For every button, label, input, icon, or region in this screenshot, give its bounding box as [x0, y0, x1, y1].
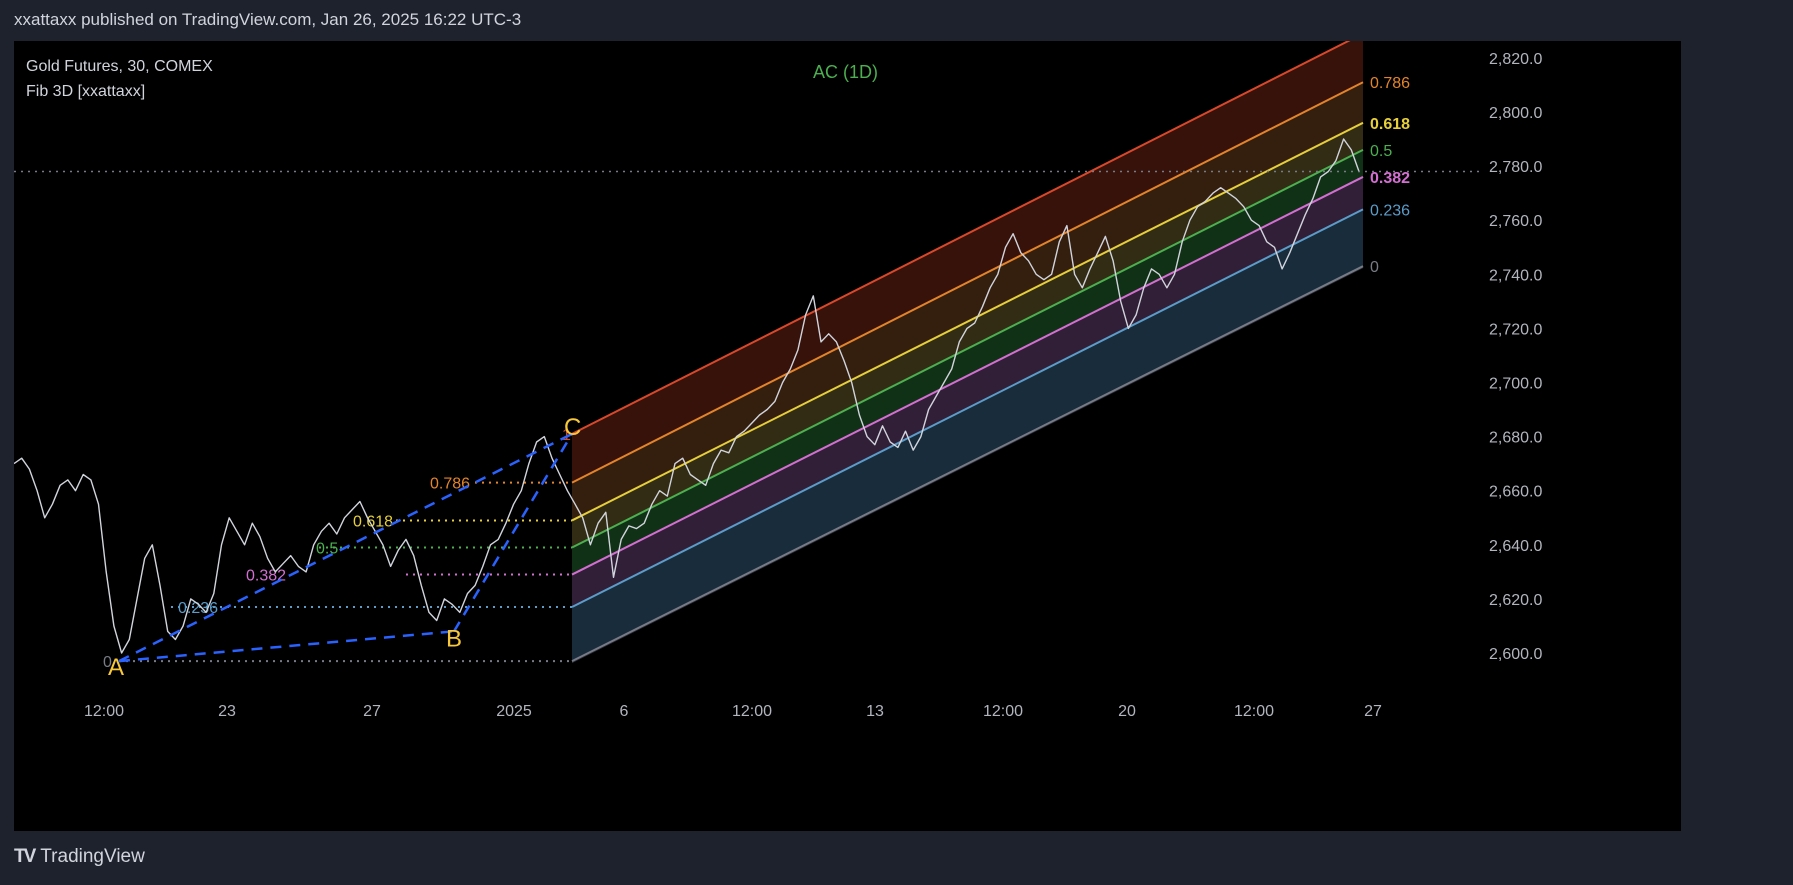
channel-line-0.236 [571, 208, 1364, 608]
retrace-label: 0 [103, 654, 112, 671]
symbol-title[interactable]: Gold Futures, 30, COMEX [26, 58, 213, 75]
channel-level-label: 1 [1370, 41, 1379, 44]
chart-canvas[interactable]: 0 0.236 0.382 0.5 0.618 0.786 1 0 0.236 0.382 0.5… [14, 41, 1681, 831]
retrace-label: 0.382 [246, 568, 286, 585]
price-axis-tick: 2,760.0 [1489, 213, 1542, 230]
channel-line-0.786 [571, 81, 1364, 484]
time-axis-tick: 2025 [496, 703, 532, 720]
channel-band-0.786 [572, 82, 1363, 521]
ac-timeframe-label: AC (1D) [813, 62, 879, 82]
price-axis-tick: 2,700.0 [1489, 376, 1542, 393]
time-axis-tick: 27 [363, 703, 381, 720]
brand-name: TradingView [40, 846, 145, 867]
time-axis-tick: 12:00 [983, 703, 1023, 720]
channel-level-label: 0.382 [1370, 170, 1410, 187]
price-axis-tick: 2,720.0 [1489, 321, 1542, 338]
chart-legend: Gold Futures, 30, COMEX Fib 3D [xxattaxx… [26, 54, 213, 104]
channel-level-label: 0.5 [1370, 143, 1392, 160]
channel-level-label: 0 [1370, 259, 1379, 276]
price-axis-tick: 2,660.0 [1489, 484, 1542, 501]
time-axis-tick: 12:00 [732, 703, 772, 720]
price-line [14, 138, 1360, 654]
ac-line [118, 432, 573, 663]
channel-band-1 [572, 41, 1363, 483]
channel-level-label: 0.786 [1370, 75, 1410, 92]
channel-band-0.236 [572, 209, 1363, 662]
price-axis-tick: 2,620.0 [1489, 592, 1542, 609]
chart-frame[interactable]: 0 0.236 0.382 0.5 0.618 0.786 1 0 0.236 0.382 0.5… [14, 41, 1681, 831]
indicator-title[interactable]: Fib 3D [xxattaxx] [26, 83, 146, 100]
point-a-label: A [108, 654, 124, 681]
bc-line [452, 433, 574, 633]
channel-line-1 [571, 41, 1351, 435]
time-axis-tick: 12:00 [1234, 703, 1274, 720]
channel-line-0 [571, 265, 1364, 663]
channel-band-0.5 [572, 149, 1363, 575]
retrace-label: 0.5 [316, 541, 338, 558]
channel-band-0.618 [572, 122, 1363, 548]
point-c-label: C [564, 414, 581, 441]
time-axis-tick: 27 [1364, 703, 1382, 720]
price-axis-tick: 2,640.0 [1489, 538, 1542, 555]
price-axis-tick: 2,740.0 [1489, 267, 1542, 284]
retrace-label: 0.786 [430, 476, 470, 493]
price-axis-tick: 2,780.0 [1489, 159, 1542, 176]
channel-level-label: 0.236 [1370, 202, 1410, 219]
time-axis-tick: 12:00 [84, 703, 124, 720]
time-axis-tick: 20 [1118, 703, 1136, 720]
retrace-label: 0.618 [353, 513, 393, 530]
price-axis-tick: 2,800.0 [1489, 105, 1542, 122]
ab-line [118, 630, 455, 663]
price-axis-tick: 2,820.0 [1489, 51, 1542, 68]
footer-branding[interactable]: TV TradingView [14, 846, 145, 868]
channel-line-0.5 [571, 148, 1364, 549]
time-axis-tick: 23 [218, 703, 236, 720]
publish-info: xxattaxx published on TradingView.com, J… [14, 10, 522, 29]
point-b-label: B [446, 625, 462, 652]
channel-line-0.382 [571, 176, 1364, 576]
price-axis-tick: 2,680.0 [1489, 430, 1542, 447]
tradingview-logo-icon: TV [14, 846, 36, 867]
retrace-label: 0.236 [178, 600, 218, 617]
price-axis-tick: 2,600.0 [1489, 646, 1542, 663]
time-axis-tick: 6 [620, 703, 629, 720]
channel-line-0.618 [571, 121, 1364, 522]
channel-level-label: 0.618 [1370, 116, 1410, 133]
time-axis-tick: 13 [866, 703, 884, 720]
